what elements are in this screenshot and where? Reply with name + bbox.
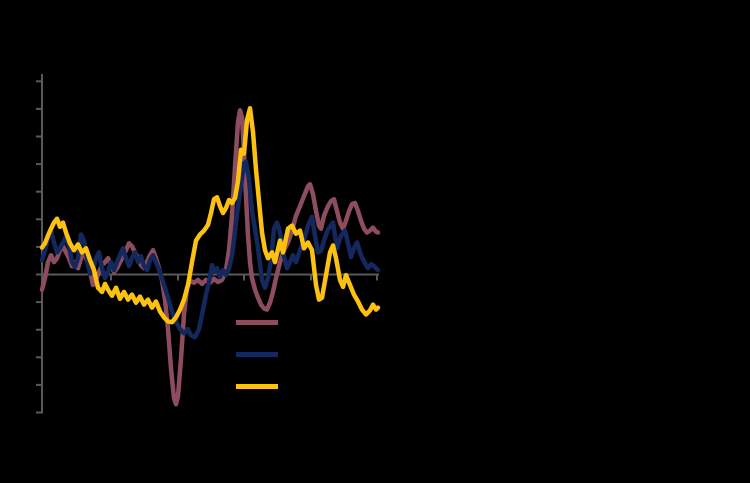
series-navy-line <box>39 159 381 340</box>
legend-swatch-0 <box>236 320 278 325</box>
legend-swatch-2 <box>236 384 278 389</box>
series-gold-line <box>39 106 381 325</box>
legend-swatch-1 <box>236 352 278 357</box>
